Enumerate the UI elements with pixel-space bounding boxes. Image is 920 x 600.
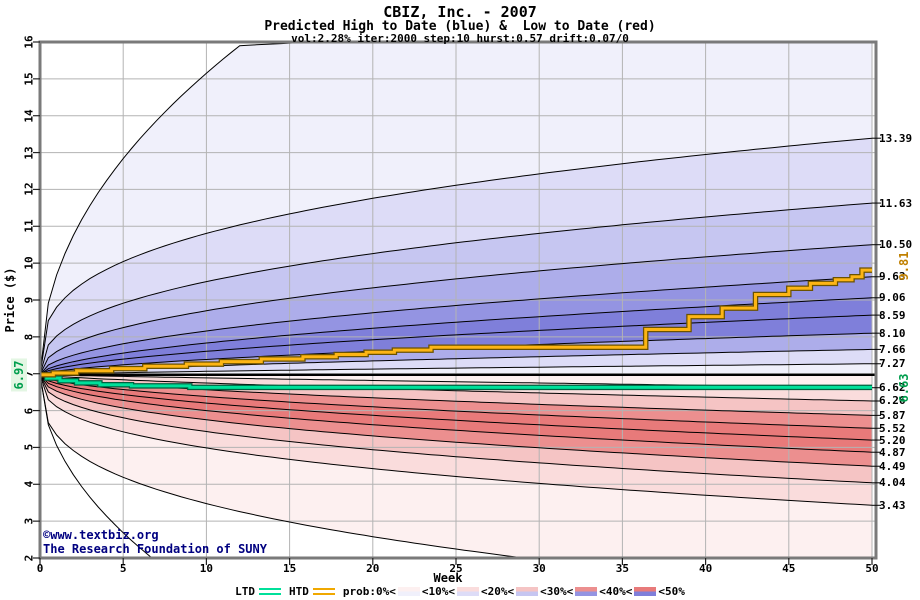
price-boundary-label: 8.59 [879, 308, 906, 322]
x-tick-label: 30 [532, 562, 546, 575]
watermark-org: The Research Foundation of SUNY [43, 542, 267, 556]
y-tick-label: 15 [22, 72, 36, 86]
chart-title: CBIZ, Inc. - 2007 [383, 3, 537, 21]
y-tick-label: 9 [22, 296, 36, 304]
probability-legend: prob:0%< <10%< <20%< <30%< <40%< <50% [343, 585, 685, 598]
price-boundary-label: 9.06 [879, 291, 906, 305]
price-boundary-label: 4.49 [879, 459, 906, 473]
legend: LTD HTD prob:0%< <10%< <20%< <30%< <40%< <50% [0, 584, 920, 598]
price-boundary-label: 7.66 [879, 342, 906, 356]
price-boundary-label: 6.62 [879, 381, 906, 395]
y-tick-label: 13 [22, 145, 36, 160]
legend-band-swatch [456, 586, 479, 596]
price-boundary-label: 11.63 [879, 196, 913, 210]
price-boundary-label: 4.87 [879, 445, 906, 459]
legend-ltd-label: LTD [235, 584, 255, 598]
ltd-final-label: 6.63 [897, 373, 911, 403]
start-price-label: 6.97 [11, 358, 27, 392]
chart-parameters: vol:2.28% iter:2000 step:10 hurst:0.57 d… [291, 32, 629, 45]
price-boundary-label: 6.26 [879, 394, 906, 408]
x-axis-title: Week [433, 571, 463, 585]
legend-prob-label: <10%< [421, 584, 455, 598]
legend-prob-label: <30%< [540, 584, 574, 598]
htd-line-swatch [312, 587, 335, 595]
price-boundary-label: 8.10 [879, 326, 906, 340]
x-tick-label: 5 [119, 562, 127, 575]
x-tick-label: 40 [698, 562, 713, 575]
price-boundary-label: 3.43 [879, 498, 906, 512]
legend-band-swatch [575, 586, 598, 596]
y-tick-label: 2 [22, 554, 36, 562]
chart-subtitle: Predicted High to Date (blue) & Low to D… [264, 19, 656, 34]
ltd-line-swatch [259, 587, 281, 595]
x-tick-label: 15 [282, 562, 297, 575]
x-tick-label: 45 [782, 562, 796, 575]
y-tick-label: 16 [22, 35, 36, 49]
x-tick-label: 25 [449, 562, 463, 575]
y-tick-label: 8 [22, 333, 36, 341]
y-tick-label: 4 [22, 480, 36, 488]
price-boundary-label: 10.50 [879, 238, 913, 252]
legend-prob-label: <50% [658, 584, 685, 598]
legend-band-swatch [634, 586, 657, 596]
price-boundary-label: 5.20 [879, 433, 906, 447]
legend-band-swatch [397, 586, 420, 596]
y-tick-label: 12 [22, 182, 36, 197]
watermark-url: ©www.textbiz.org [43, 528, 159, 542]
price-boundary-label: 7.27 [879, 357, 906, 371]
legend-band-swatch [516, 586, 539, 596]
legend-prob-label: prob:0%< [342, 584, 396, 598]
price-boundary-label: 9.63 [879, 270, 906, 284]
y-tick-label: 10 [22, 256, 36, 270]
htd-final-label: 9.81 [897, 251, 911, 281]
legend-prob-label: <40%< [599, 584, 633, 598]
x-tick-label: 35 [615, 562, 630, 575]
y-tick-label: 6 [22, 407, 36, 414]
price-boundary-label: 5.87 [879, 408, 906, 422]
price-boundary-label: 4.04 [879, 476, 906, 490]
y-tick-label: 3 [22, 517, 36, 525]
price-boundary-label: 13.39 [879, 131, 913, 145]
x-tick-label: 20 [366, 562, 380, 575]
y-tick-label: 14 [22, 109, 36, 123]
x-tick-label: 0 [36, 562, 44, 575]
y-tick-label: 11 [22, 219, 36, 233]
y-tick-label: 5 [22, 444, 36, 451]
x-tick-label: 10 [199, 562, 214, 575]
y-axis-title: Price ($) [3, 267, 17, 333]
legend-prob-label: <20%< [480, 584, 515, 598]
x-tick-label: 50 [865, 562, 879, 575]
legend-htd-label: HTD [289, 584, 309, 598]
price-boundary-label: 5.52 [879, 421, 906, 435]
